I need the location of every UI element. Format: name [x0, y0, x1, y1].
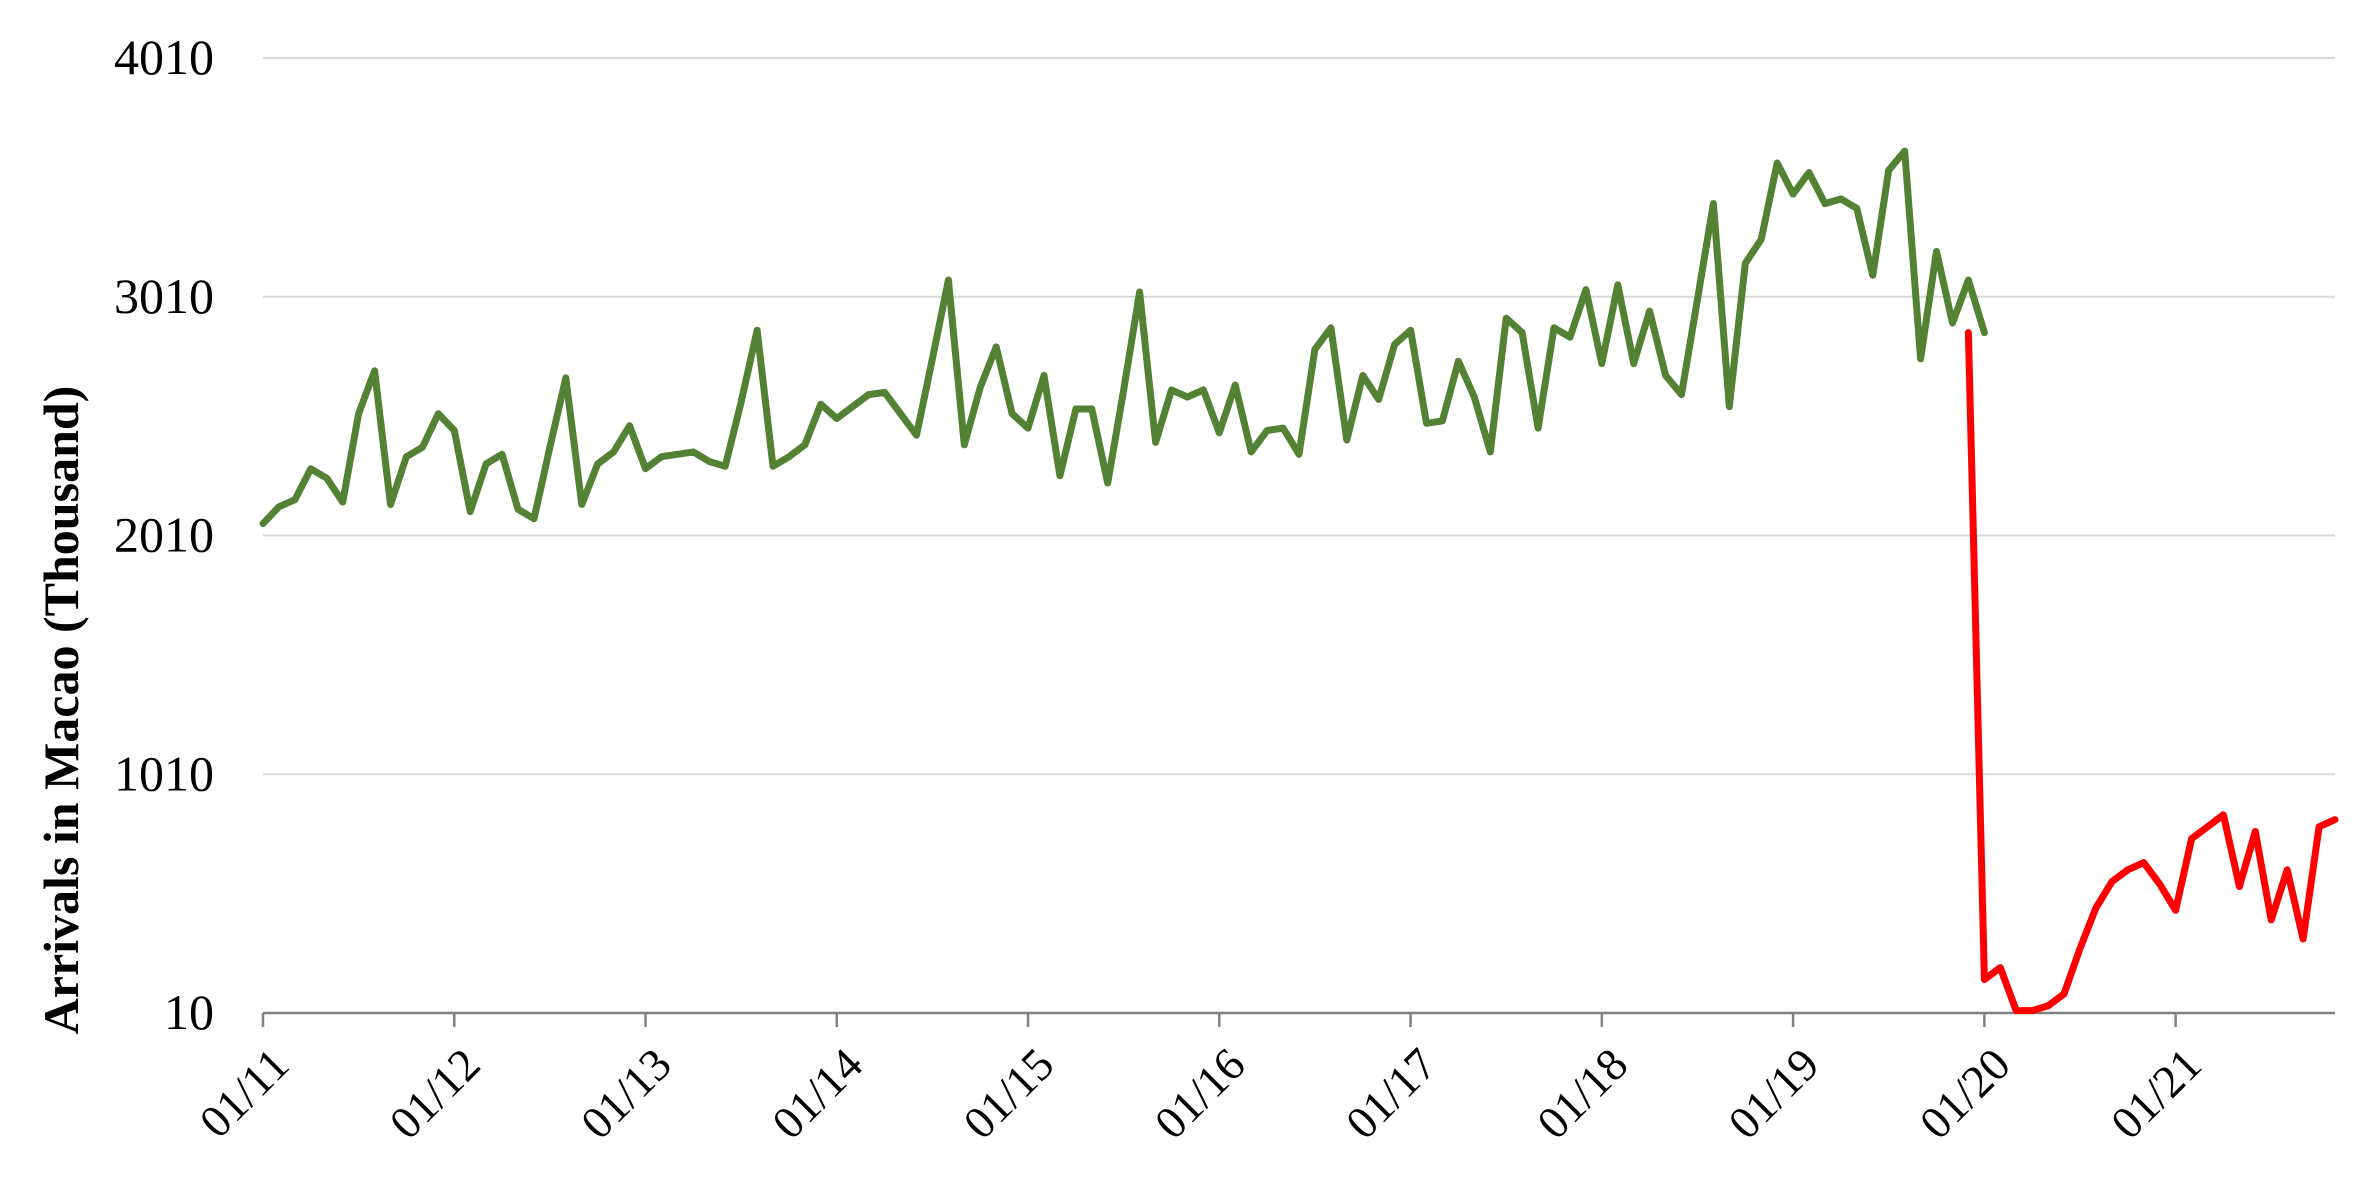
y-axis-label: Arrivals in Macao (Thousand) [33, 386, 89, 1035]
y-tick-label: 10 [164, 984, 214, 1040]
x-tick-label: 01/13 [571, 1038, 681, 1148]
x-tick-label: 01/19 [1718, 1038, 1828, 1148]
x-tick-label: 01/16 [1145, 1038, 1255, 1148]
y-tick-label: 3010 [114, 268, 214, 324]
x-tick-label: 01/20 [1910, 1038, 2020, 1148]
x-tick-label: 01/15 [953, 1038, 1063, 1148]
gridlines [263, 57, 2335, 776]
y-tick-label: 4010 [114, 29, 214, 85]
x-tick-label: 01/14 [762, 1038, 872, 1148]
x-tick-label: 01/12 [380, 1038, 490, 1148]
x-axis-ticks: 01/11 01/12 01/13 01/14 01/15 01/16 01/17 01/18… [190, 1013, 2211, 1149]
x-tick-label: 01/21 [2101, 1038, 2211, 1148]
y-tick-label: 1010 [114, 745, 214, 801]
y-tick-label: 2010 [114, 507, 214, 563]
x-tick-label: 01/11 [190, 1038, 299, 1147]
x-tick-label: 01/17 [1336, 1038, 1446, 1148]
x-tick-label: 01/18 [1527, 1038, 1637, 1148]
series-group [259, 147, 2339, 1015]
series-line-1 [259, 147, 1988, 528]
series-line-2 [1964, 329, 2339, 1015]
